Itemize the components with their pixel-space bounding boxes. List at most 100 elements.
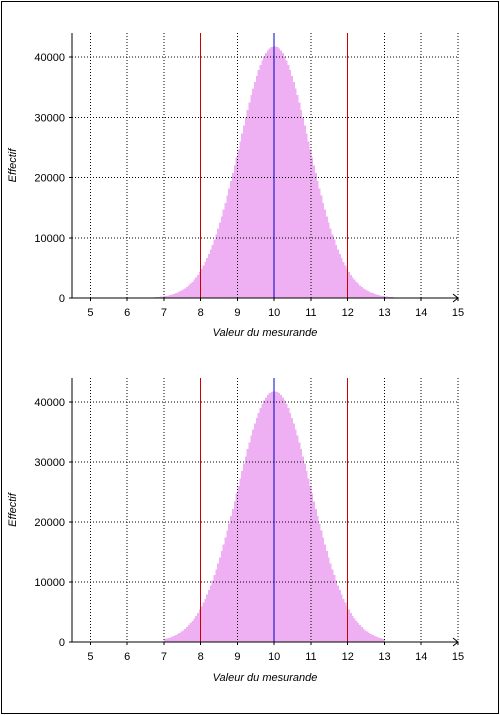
histogram-bar: [310, 157, 314, 298]
histogram-bar: [371, 293, 374, 298]
histogram-bar: [209, 585, 213, 642]
histogram-bar: [231, 173, 235, 298]
histogram-bar: [373, 293, 376, 298]
histogram-bar: [189, 623, 192, 642]
y-tick-labels: 0 10000 20000 30000 40000: [34, 52, 72, 305]
histogram-bar: [283, 400, 286, 642]
histogram-bar: [163, 296, 167, 298]
histogram-bar: [386, 296, 389, 298]
histogram-bar: [298, 442, 301, 642]
histogram-bar: [228, 523, 231, 642]
histogram-bar: [189, 283, 192, 298]
x-tick-label: 12: [342, 307, 354, 319]
histogram-bar: [274, 46, 277, 299]
x-tick-label: 11: [305, 307, 316, 319]
histogram-bar: [198, 609, 202, 642]
histogram-bar: [358, 285, 361, 298]
histogram-bar: [237, 486, 240, 642]
histogram-bar: [355, 281, 358, 298]
histogram-bar: [362, 288, 365, 298]
histogram-bar: [185, 627, 189, 642]
histogram-bar: [165, 638, 168, 642]
histogram-bar: [309, 486, 312, 642]
histogram-bar: [219, 557, 222, 642]
histogram-bar: [338, 254, 341, 298]
histogram-bar: [242, 125, 246, 298]
histogram-bar: [206, 594, 209, 642]
histogram-bar: [257, 70, 260, 298]
histogram-bar: [244, 117, 248, 298]
histogram-bar: [206, 258, 209, 298]
histogram-bar: [252, 88, 255, 298]
histogram-bar: [277, 393, 281, 642]
histogram-bar: [242, 463, 246, 642]
y-tick-labels: 0 10000 20000 30000 40000: [34, 397, 72, 649]
x-tick-label: 7: [161, 307, 167, 319]
histogram-bar: [167, 295, 170, 298]
histogram-bar: [320, 530, 323, 642]
histogram-bar: [375, 636, 378, 642]
histogram-bar: [265, 397, 268, 642]
histogram-bar: [276, 391, 279, 642]
histogram-bar: [266, 50, 270, 298]
histogram-bar: [202, 602, 205, 642]
histogram-bar: [327, 557, 330, 642]
histogram-bar: [287, 65, 290, 299]
histogram-bar: [187, 285, 191, 298]
histogram-bar: [298, 102, 301, 298]
histogram-bar: [261, 60, 264, 299]
histogram-bar: [162, 296, 165, 298]
histogram-bar: [367, 632, 371, 642]
histogram-bar: [336, 249, 339, 298]
histogram-bar: [165, 295, 168, 298]
histogram-bar: [182, 289, 185, 298]
histogram-bar: [285, 404, 288, 642]
histogram-bar: [349, 612, 352, 642]
histogram-bar: [301, 117, 304, 298]
x-axis-title: Valeur du mesurande: [213, 327, 318, 339]
x-tick-label: 12: [342, 651, 354, 663]
histogram-bar: [246, 109, 249, 298]
x-tick-label: 15: [452, 651, 464, 663]
histogram-bar: [333, 239, 336, 298]
y-tick-label: 40000: [34, 52, 65, 64]
histogram-bar: [187, 625, 191, 642]
histogram-bar: [241, 133, 244, 298]
histogram-bar: [331, 234, 334, 298]
histogram-bar: [176, 634, 180, 642]
histogram-bar: [380, 295, 384, 298]
histogram-bar: [360, 627, 363, 642]
histogram-bar: [231, 508, 235, 642]
x-tick-label: 6: [124, 651, 130, 663]
y-tick-label: 20000: [34, 173, 65, 185]
histogram-bar: [334, 244, 338, 298]
histogram-bar: [195, 615, 198, 642]
histogram-bar: [215, 234, 218, 298]
histogram-bar: [299, 449, 303, 642]
histogram-bar: [230, 180, 233, 298]
histogram-bar: [290, 417, 293, 642]
histogram-bar: [213, 239, 216, 298]
histogram-bar: [336, 585, 339, 642]
histogram-bar: [158, 296, 161, 298]
histogram-bar: [252, 429, 255, 642]
histogram-bar: [316, 180, 319, 298]
histogram-bar: [382, 296, 385, 298]
histogram-bar: [253, 423, 257, 642]
histogram-bar: [208, 254, 211, 298]
histogram-bar: [285, 60, 288, 299]
histogram-bar: [323, 544, 327, 642]
histogram-bar: [180, 290, 183, 298]
histogram-bar: [310, 493, 314, 642]
histogram-bar: [248, 442, 251, 642]
histogram-bar: [173, 635, 176, 642]
histogram-bar: [255, 417, 259, 642]
histogram-bar: [378, 637, 382, 642]
histogram-bar: [296, 95, 299, 299]
histogram-bar: [241, 470, 244, 642]
histogram-bar: [329, 228, 332, 298]
histogram-bar: [349, 274, 352, 298]
x-tick-label: 9: [234, 651, 240, 663]
histogram-bar: [178, 291, 181, 298]
